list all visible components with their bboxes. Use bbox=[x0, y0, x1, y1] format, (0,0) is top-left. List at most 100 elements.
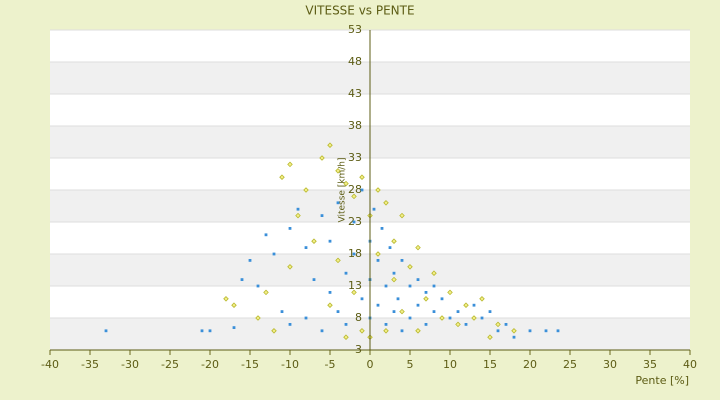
data-point bbox=[432, 310, 436, 313]
data-point bbox=[512, 335, 516, 339]
data-point bbox=[439, 315, 445, 321]
x-tick-label: 20 bbox=[523, 358, 537, 371]
x-tick-label: -5 bbox=[325, 358, 336, 371]
data-point bbox=[480, 316, 484, 320]
data-point bbox=[383, 200, 389, 206]
x-tick-label: 5 bbox=[407, 358, 414, 371]
data-point bbox=[256, 284, 260, 288]
data-point bbox=[400, 329, 404, 333]
data-point bbox=[424, 323, 428, 326]
x-tick-label: -30 bbox=[121, 358, 139, 371]
data-point bbox=[352, 252, 356, 256]
data-point bbox=[359, 174, 365, 180]
data-point bbox=[456, 310, 460, 313]
data-point bbox=[448, 316, 452, 320]
x-tick-label: 25 bbox=[563, 358, 577, 371]
data-point bbox=[104, 329, 108, 333]
data-point bbox=[432, 284, 436, 288]
data-point bbox=[487, 334, 493, 340]
data-point bbox=[416, 303, 420, 307]
data-point bbox=[288, 227, 292, 230]
data-point bbox=[392, 271, 396, 275]
data-point bbox=[471, 315, 477, 321]
data-point bbox=[399, 212, 405, 219]
data-point bbox=[455, 321, 461, 328]
data-point bbox=[431, 270, 437, 276]
data-point bbox=[391, 238, 397, 244]
data-point bbox=[380, 227, 384, 230]
data-point bbox=[328, 239, 332, 243]
data-point bbox=[304, 246, 308, 249]
data-point bbox=[264, 233, 268, 237]
data-point bbox=[360, 188, 364, 192]
x-tick-label: 35 bbox=[643, 358, 657, 371]
data-point bbox=[295, 212, 301, 219]
data-point bbox=[312, 278, 316, 281]
data-point bbox=[407, 264, 413, 270]
x-tick-label: -10 bbox=[281, 358, 299, 371]
data-point bbox=[528, 329, 532, 333]
data-point bbox=[376, 303, 380, 307]
data-point bbox=[463, 302, 469, 308]
data-point bbox=[303, 187, 309, 193]
y-tick-label: 8 bbox=[355, 311, 362, 324]
data-point bbox=[319, 155, 325, 161]
data-point bbox=[263, 289, 269, 296]
y-tick-label: 38 bbox=[348, 119, 362, 132]
y-tick-label: 13 bbox=[348, 279, 362, 292]
data-point bbox=[343, 180, 349, 187]
data-point bbox=[336, 310, 340, 313]
data-point bbox=[296, 207, 300, 211]
data-point bbox=[320, 214, 324, 217]
y-tick-label: 43 bbox=[348, 87, 362, 100]
x-tick-label: 10 bbox=[443, 358, 457, 371]
data-point bbox=[327, 142, 333, 148]
data-point bbox=[544, 329, 548, 333]
data-point bbox=[391, 276, 397, 283]
data-point bbox=[279, 174, 285, 180]
chart-title: VITESSE vs PENTE bbox=[305, 4, 414, 18]
x-axis-title: Pente [%] bbox=[635, 374, 689, 387]
data-point bbox=[496, 329, 500, 333]
data-point bbox=[280, 310, 284, 313]
x-tick-label: -20 bbox=[201, 358, 219, 371]
data-point bbox=[408, 316, 412, 320]
data-point bbox=[328, 291, 332, 294]
data-point bbox=[447, 289, 453, 296]
y-axis-title: Vitesse [km/h] bbox=[338, 157, 348, 222]
data-point bbox=[440, 297, 444, 301]
data-point bbox=[288, 323, 292, 326]
data-point bbox=[423, 296, 429, 302]
data-point bbox=[271, 328, 277, 334]
data-point bbox=[240, 278, 244, 281]
data-point bbox=[336, 201, 340, 205]
x-tick-label: 30 bbox=[603, 358, 617, 371]
data-point bbox=[384, 323, 388, 326]
y-tick-label: 53 bbox=[348, 23, 362, 36]
data-point bbox=[472, 303, 476, 307]
data-point bbox=[335, 168, 341, 174]
data-point bbox=[495, 321, 501, 328]
data-point bbox=[488, 310, 492, 313]
x-tick-label: -15 bbox=[241, 358, 259, 371]
data-point bbox=[424, 291, 428, 294]
data-point bbox=[351, 193, 357, 200]
data-point bbox=[416, 278, 420, 281]
data-point bbox=[344, 271, 348, 275]
data-point bbox=[344, 323, 348, 326]
data-point bbox=[343, 334, 349, 340]
data-point bbox=[392, 310, 396, 313]
data-point bbox=[351, 289, 357, 296]
data-point bbox=[408, 284, 412, 288]
x-tick-label: 15 bbox=[483, 358, 497, 371]
data-point bbox=[208, 329, 212, 333]
data-point bbox=[287, 264, 293, 270]
data-point bbox=[375, 187, 381, 193]
data-point bbox=[511, 328, 517, 334]
x-tick-label: 40 bbox=[683, 358, 697, 371]
data-point bbox=[375, 251, 381, 257]
data-point bbox=[399, 308, 405, 315]
x-tick-label: 0 bbox=[367, 358, 374, 371]
data-point bbox=[384, 284, 388, 288]
